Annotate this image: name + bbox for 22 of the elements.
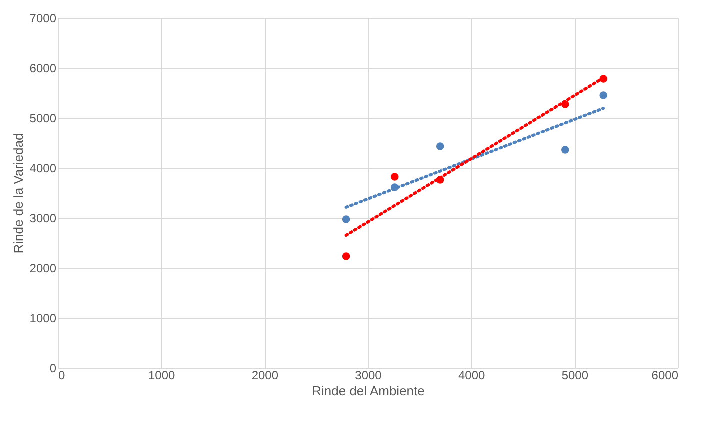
y-tick-label: 5000 [30,112,57,126]
y-tick-label: 1000 [30,312,57,326]
x-tick-label: 1000 [148,368,176,382]
x-tick-label: 6000 [652,368,679,382]
point [436,142,444,150]
point [342,216,350,224]
y-tick-label: 3000 [30,212,57,226]
x-tick-label: 4000 [458,368,486,382]
y-tick-label: 7000 [30,12,57,26]
point [600,92,608,100]
x-axis-title: Rinde del Ambiente [312,384,425,398]
y-tick-label: 4000 [30,162,57,176]
x-tick-label: 5000 [562,368,589,382]
point [390,173,399,181]
x-tick-label: 0 [58,368,66,382]
y-axis-title: Rinde de la Variedad [10,133,26,254]
y-tick-label: 6000 [30,62,57,76]
y-tick-label: 2000 [30,262,57,276]
x-tick-label: 3000 [355,368,382,382]
point [561,146,570,154]
x-tick-label: 2000 [252,368,279,382]
point [342,252,350,260]
